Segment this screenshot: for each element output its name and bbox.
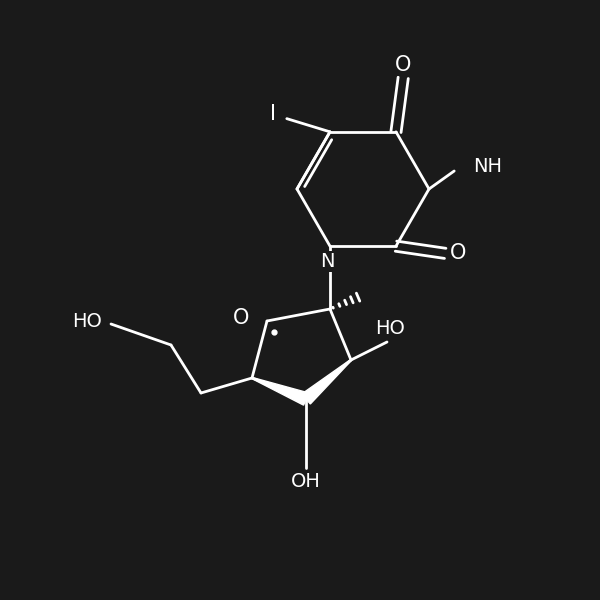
Text: O: O: [450, 244, 467, 263]
Text: N: N: [320, 251, 334, 271]
Polygon shape: [252, 377, 308, 405]
Text: OH: OH: [291, 472, 321, 491]
Text: O: O: [395, 55, 412, 74]
Text: I: I: [270, 104, 276, 124]
Text: HO: HO: [72, 311, 102, 331]
Polygon shape: [302, 359, 352, 404]
Text: O: O: [233, 308, 249, 328]
Text: NH: NH: [473, 157, 502, 176]
Text: HO: HO: [375, 319, 405, 338]
